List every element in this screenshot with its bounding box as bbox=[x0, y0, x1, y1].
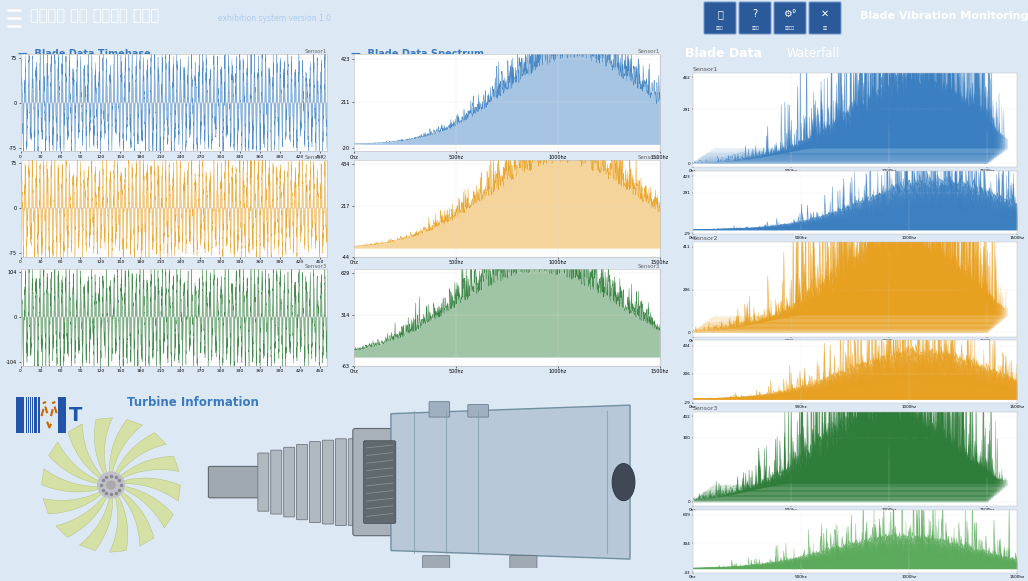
Polygon shape bbox=[42, 469, 99, 492]
Text: Sensor1: Sensor1 bbox=[637, 49, 660, 54]
Text: 블레이드 진동 모니터링 시스템: 블레이드 진동 모니터링 시스템 bbox=[30, 9, 159, 23]
Text: Sensor2: Sensor2 bbox=[693, 236, 719, 241]
Polygon shape bbox=[43, 492, 102, 514]
Polygon shape bbox=[115, 433, 167, 475]
Polygon shape bbox=[48, 442, 99, 484]
FancyBboxPatch shape bbox=[774, 2, 806, 34]
FancyBboxPatch shape bbox=[323, 440, 333, 524]
Circle shape bbox=[98, 472, 124, 498]
Text: Sensor1: Sensor1 bbox=[304, 49, 327, 54]
Text: ✕: ✕ bbox=[821, 9, 829, 19]
Text: Sensor3: Sensor3 bbox=[637, 264, 660, 268]
Polygon shape bbox=[123, 478, 180, 501]
Text: ⚙°: ⚙° bbox=[783, 9, 797, 19]
Text: ?: ? bbox=[752, 9, 758, 19]
Polygon shape bbox=[56, 496, 107, 537]
Text: —  Blade Data Timebase: — Blade Data Timebase bbox=[19, 49, 151, 59]
Text: T: T bbox=[69, 406, 82, 425]
Text: Sensor3: Sensor3 bbox=[693, 406, 719, 411]
Polygon shape bbox=[391, 405, 630, 559]
Text: —  Blade Data Spectrum: — Blade Data Spectrum bbox=[352, 49, 484, 59]
FancyBboxPatch shape bbox=[739, 2, 771, 34]
Text: Blade Vibration Monitoring System: Blade Vibration Monitoring System bbox=[860, 11, 1028, 21]
FancyBboxPatch shape bbox=[510, 555, 537, 571]
FancyBboxPatch shape bbox=[429, 401, 449, 417]
Polygon shape bbox=[68, 424, 102, 479]
Polygon shape bbox=[120, 492, 154, 546]
Text: Waterfall: Waterfall bbox=[786, 47, 840, 60]
FancyBboxPatch shape bbox=[335, 439, 346, 525]
FancyBboxPatch shape bbox=[38, 397, 40, 433]
Polygon shape bbox=[123, 486, 174, 528]
FancyBboxPatch shape bbox=[468, 404, 488, 417]
Text: Sensor2: Sensor2 bbox=[304, 155, 327, 160]
FancyBboxPatch shape bbox=[353, 429, 397, 536]
FancyBboxPatch shape bbox=[309, 442, 321, 522]
Polygon shape bbox=[79, 497, 113, 551]
Text: 도움말: 도움말 bbox=[751, 26, 759, 30]
FancyBboxPatch shape bbox=[16, 397, 25, 433]
Text: 📊: 📊 bbox=[718, 9, 723, 19]
Circle shape bbox=[107, 481, 115, 489]
FancyBboxPatch shape bbox=[704, 2, 736, 34]
Text: Blade Data: Blade Data bbox=[685, 47, 762, 60]
Text: exhibition system version 1.0: exhibition system version 1.0 bbox=[218, 13, 331, 23]
FancyBboxPatch shape bbox=[35, 397, 36, 433]
FancyBboxPatch shape bbox=[297, 444, 307, 520]
Text: 그래프: 그래프 bbox=[717, 26, 724, 30]
FancyBboxPatch shape bbox=[28, 397, 30, 433]
Polygon shape bbox=[109, 419, 143, 472]
FancyBboxPatch shape bbox=[348, 439, 359, 525]
Ellipse shape bbox=[613, 464, 635, 501]
Text: Sensor2: Sensor2 bbox=[637, 155, 660, 160]
Text: 환경설정: 환경설정 bbox=[785, 26, 795, 30]
Text: Sensor1: Sensor1 bbox=[693, 67, 719, 72]
Polygon shape bbox=[110, 496, 127, 553]
Text: Turbine Information: Turbine Information bbox=[127, 396, 259, 408]
Text: 닫기: 닫기 bbox=[822, 26, 828, 30]
FancyBboxPatch shape bbox=[209, 467, 260, 498]
Polygon shape bbox=[120, 456, 179, 479]
Polygon shape bbox=[95, 418, 112, 475]
FancyBboxPatch shape bbox=[809, 2, 841, 34]
FancyBboxPatch shape bbox=[258, 453, 268, 511]
Text: Sensor3: Sensor3 bbox=[304, 264, 327, 268]
FancyBboxPatch shape bbox=[58, 397, 66, 433]
FancyBboxPatch shape bbox=[423, 555, 449, 571]
FancyBboxPatch shape bbox=[270, 450, 282, 514]
FancyBboxPatch shape bbox=[284, 447, 295, 517]
FancyBboxPatch shape bbox=[364, 441, 396, 523]
